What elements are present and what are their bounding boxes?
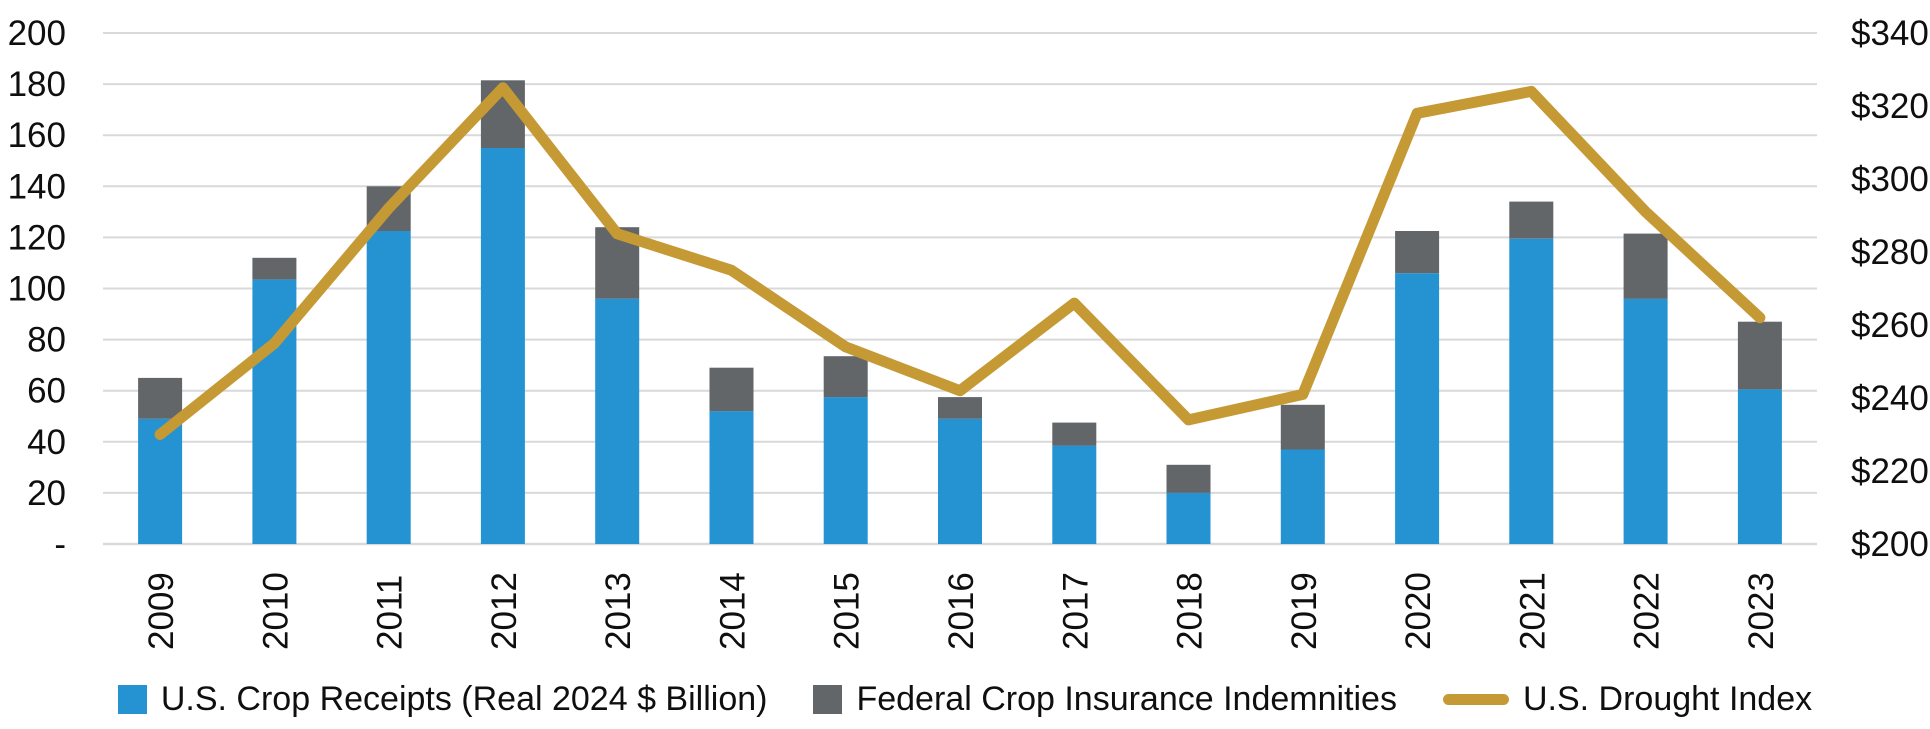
x-axis-label-2023: 2023: [1742, 572, 1781, 650]
drought-index-legend-label: U.S. Drought Index: [1522, 680, 1813, 718]
x-axis-label-2014: 2014: [714, 572, 753, 650]
bar-receipts-2013: [595, 298, 640, 544]
stacked-bars: [138, 80, 1782, 544]
left-axis-tick: 20: [27, 474, 66, 513]
x-axis-label-2018: 2018: [1171, 572, 1210, 650]
left-axis-tick: 100: [8, 270, 66, 309]
bar-receipts-2022: [1623, 298, 1668, 544]
right-axis-tick: $260: [1851, 306, 1929, 345]
x-axis-label-2016: 2016: [942, 572, 981, 650]
drought-index-swatch: [1442, 694, 1509, 705]
right-axis-tick: $220: [1851, 452, 1929, 491]
left-axis-tick: 160: [8, 116, 66, 155]
left-axis-tick: 180: [8, 65, 66, 104]
left-axis-tick: 40: [27, 423, 66, 462]
bar-indemnities-2018: [1166, 464, 1211, 493]
x-axis-label-2017: 2017: [1056, 572, 1095, 650]
bar-receipts-2014: [709, 411, 754, 544]
right-axis-tick: $340: [1851, 14, 1929, 53]
legend-item-crop-receipts: U.S. Crop Receipts (Real 2024 $ Billion): [117, 680, 768, 719]
left-axis-labels: - 20 40 60 80 100 120 140 160 180 200: [8, 14, 66, 564]
x-axis-label-2020: 2020: [1399, 572, 1438, 650]
x-axis-label-2013: 2013: [599, 572, 638, 650]
x-axis-labels: 2009 2010 2011 2012 2013 2014 2015 2016 2017 2018…: [142, 572, 1781, 650]
crop-receipts-legend-label: U.S. Crop Receipts (Real 2024 $ Billion): [160, 680, 768, 718]
bar-receipts-2011: [366, 231, 411, 544]
bar-receipts-2017: [1052, 445, 1097, 544]
x-axis-label-2021: 2021: [1513, 572, 1552, 650]
x-axis-label-2009: 2009: [142, 572, 181, 650]
bar-indemnities-2019: [1280, 404, 1325, 450]
left-axis-tick: 80: [27, 321, 66, 360]
bar-receipts-2018: [1166, 492, 1211, 544]
left-axis-tick: 200: [8, 14, 66, 53]
x-axis-label-2011: 2011: [371, 575, 410, 650]
bar-indemnities-2010: [252, 257, 297, 280]
bar-receipts-2012: [480, 148, 525, 544]
bar-receipts-2023: [1737, 389, 1782, 544]
right-axis-labels: $200 $220 $240 $260 $280 $300 $320 $340: [1851, 14, 1929, 564]
bar-indemnities-2017: [1052, 422, 1097, 446]
right-axis-tick: $320: [1851, 87, 1929, 126]
x-axis-label-2015: 2015: [828, 572, 867, 650]
bar-indemnities-2023: [1737, 321, 1782, 390]
right-axis-tick: $240: [1851, 379, 1929, 418]
bar-indemnities-2021: [1509, 201, 1554, 239]
x-axis-label-2019: 2019: [1285, 572, 1324, 650]
bar-indemnities-2022: [1623, 233, 1668, 299]
bar-receipts-2015: [823, 397, 868, 544]
x-axis-label-2012: 2012: [485, 572, 524, 650]
right-axis-tick: $280: [1851, 233, 1929, 272]
legend-item-insurance-indemnities: Federal Crop Insurance Indemnities: [813, 680, 1397, 719]
left-axis-tick: 140: [8, 167, 66, 206]
x-axis-label-2022: 2022: [1628, 572, 1667, 650]
left-axis-tick: 120: [8, 218, 66, 257]
left-axis-tick: 60: [27, 372, 66, 411]
bar-receipts-2016: [938, 418, 982, 544]
bar-receipts-2019: [1280, 449, 1325, 544]
left-axis-tick: -: [54, 525, 66, 564]
bar-indemnities-2014: [709, 367, 754, 412]
bar-receipts-2020: [1395, 273, 1440, 544]
crop-receipts-swatch: [117, 685, 147, 714]
insurance-indemnities-legend-label: Federal Crop Insurance Indemnities: [856, 680, 1397, 718]
x-axis-label-2010: 2010: [256, 572, 295, 650]
chart-legend: U.S. Crop Receipts (Real 2024 $ Billion)…: [0, 680, 1930, 719]
bar-indemnities-2020: [1395, 231, 1440, 274]
right-axis-tick: $300: [1851, 160, 1929, 199]
insurance-indemnities-swatch: [813, 685, 843, 714]
bar-indemnities-2009: [138, 377, 183, 419]
right-axis-tick: $200: [1851, 525, 1929, 564]
legend-item-drought-index: U.S. Drought Index: [1442, 680, 1813, 719]
bar-receipts-2021: [1509, 238, 1554, 544]
drought-index-line: [154, 82, 1766, 440]
bar-indemnities-2015: [823, 356, 868, 398]
bar-indemnities-2016: [938, 397, 982, 419]
